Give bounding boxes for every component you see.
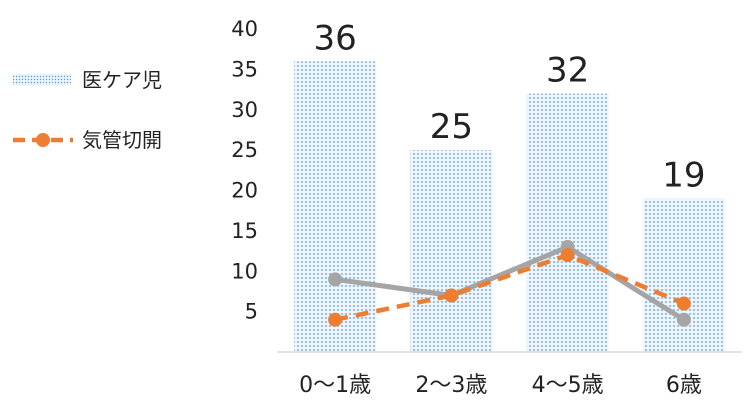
bar-data-label: 19 — [662, 156, 705, 196]
line-series — [328, 240, 691, 327]
y-tick-label: 40 — [231, 17, 258, 41]
bar-data-labels: 36 25 32 19 — [313, 18, 705, 195]
line-point — [676, 296, 691, 311]
x-tick-label: 4〜5歳 — [532, 373, 604, 398]
x-tick-label: 6歳 — [666, 373, 702, 398]
legend-label: 医ケア児 — [82, 68, 162, 92]
legend-marker — [36, 133, 50, 147]
y-tick-label: 10 — [231, 259, 258, 283]
line-series-solid — [334, 244, 686, 322]
y-tick-label: 30 — [231, 98, 258, 122]
x-tick-label: 0〜1歳 — [299, 373, 371, 398]
legend-swatch-bar — [13, 74, 71, 85]
x-tick-label: 2〜3歳 — [415, 373, 487, 398]
y-tick-label: 5 — [245, 300, 258, 324]
bar — [294, 61, 377, 353]
y-tick-label: 25 — [231, 138, 258, 162]
x-axis: 0〜1歳 2〜3歳 4〜5歳 6歳 — [277, 351, 742, 398]
bar — [642, 198, 725, 352]
line-point — [328, 272, 343, 287]
y-tick-label: 15 — [231, 219, 258, 243]
bar-series — [294, 61, 725, 353]
legend-label: 気管切開 — [82, 128, 162, 152]
line-series-dashed — [334, 252, 685, 322]
y-tick-label: 20 — [231, 179, 258, 203]
bar-data-label: 25 — [430, 107, 473, 147]
line-point — [328, 312, 343, 327]
bar-data-label: 32 — [546, 51, 589, 91]
bar — [410, 150, 493, 352]
bar — [526, 93, 609, 352]
line-point — [676, 312, 691, 327]
line-point — [444, 288, 459, 303]
bar-data-label: 36 — [313, 18, 356, 58]
y-axis: 5 10 15 20 25 30 35 40 — [231, 17, 258, 324]
y-tick-label: 35 — [231, 57, 258, 81]
line-point — [560, 248, 575, 263]
